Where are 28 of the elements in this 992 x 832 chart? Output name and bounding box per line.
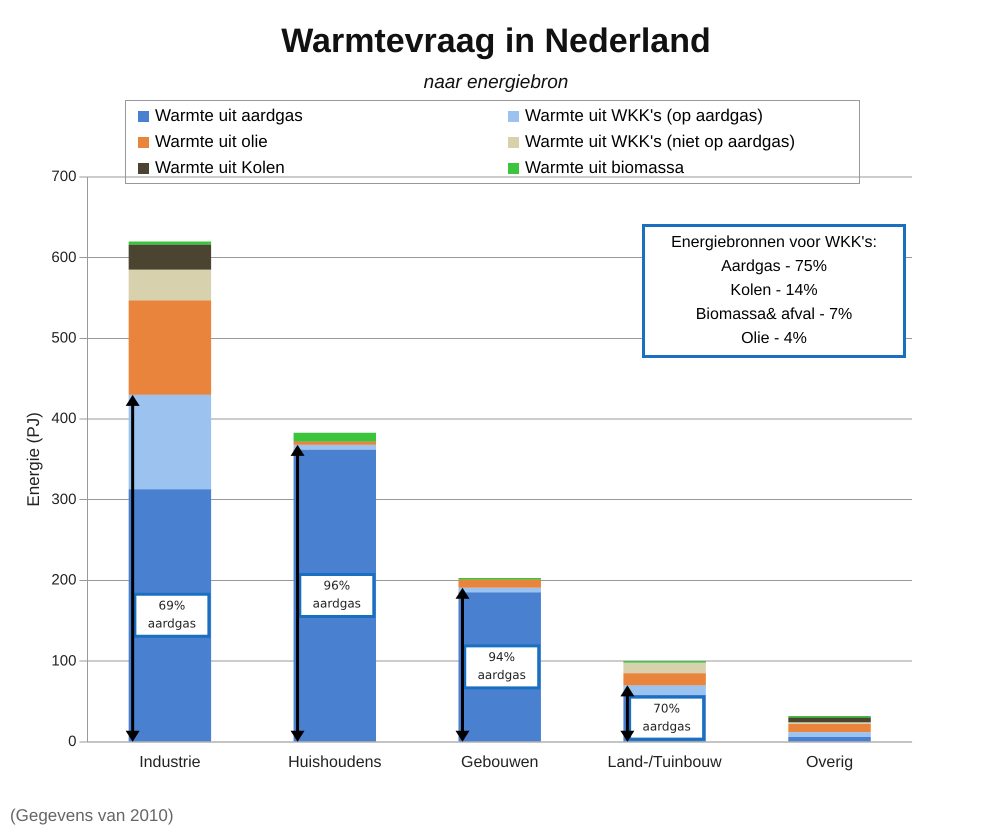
annotation: 69% aardgas xyxy=(148,598,196,630)
chart-subtitle: naar energiebron xyxy=(422,72,570,94)
legend-label: Warmte uit Kolen xyxy=(155,158,285,178)
annotation: 94% aardgas xyxy=(478,650,526,682)
y-tick-label: 300 xyxy=(51,490,76,508)
legend-label: Warmte uit aardgas xyxy=(155,106,303,126)
x-tick-label: Overig xyxy=(806,754,854,771)
x-tick-label: Land-/Tuinbouw xyxy=(608,754,722,771)
y-tick-label: 100 xyxy=(51,652,76,670)
info-box: Energiebronnen voor WKK's: Aardgas - 75% Kolen - 14% Biomassa& afval - 7% Olie - 4% xyxy=(642,224,906,358)
y-tick-label: 200 xyxy=(51,572,76,589)
legend-label: Warmte uit olie xyxy=(155,132,268,152)
y-axis-title: Energie (PJ) xyxy=(24,412,43,507)
annotation: 96% aardgas xyxy=(312,578,361,611)
legend-label: Warmte uit biomassa xyxy=(525,158,684,178)
annotation: 70% aardgas xyxy=(642,701,691,734)
text: (Gegevens van 2010) xyxy=(10,806,174,826)
y-tick-label: 500 xyxy=(51,330,76,347)
chart-title: Warmtevraag in Nederland xyxy=(280,22,712,61)
y-tick-label: 0 xyxy=(68,732,76,750)
y-tick-label: 400 xyxy=(51,410,76,428)
x-tick-label: Industrie xyxy=(139,754,201,771)
legend-label: Warmte uit WKK's (op aardgas) xyxy=(525,106,763,126)
x-tick-label: Gebouwen xyxy=(461,754,538,771)
x-tick-label: Huishoudens xyxy=(288,754,382,771)
legend-label: Warmte uit WKK's (niet op aardgas) xyxy=(525,132,795,152)
y-tick-label: 600 xyxy=(51,248,76,266)
y-tick-label: 700 xyxy=(51,168,76,186)
